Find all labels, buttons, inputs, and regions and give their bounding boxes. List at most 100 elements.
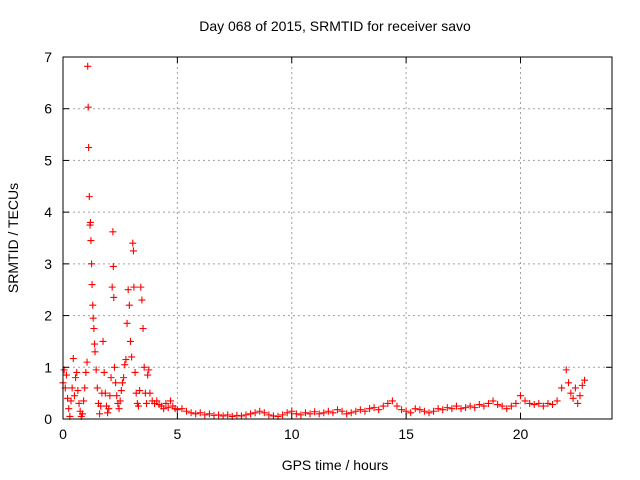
data-point bbox=[379, 402, 387, 410]
data-point bbox=[140, 363, 148, 371]
data-point bbox=[62, 371, 70, 379]
data-point bbox=[343, 410, 351, 418]
data-point bbox=[137, 283, 145, 291]
data-point bbox=[452, 402, 460, 410]
data-point bbox=[183, 407, 191, 415]
data-point bbox=[439, 406, 447, 414]
data-point bbox=[562, 366, 570, 374]
data-point bbox=[91, 340, 99, 348]
data-point bbox=[99, 337, 107, 345]
data-point bbox=[173, 406, 181, 414]
data-point bbox=[145, 366, 153, 374]
x-tick-label: 15 bbox=[398, 426, 414, 442]
data-point bbox=[297, 411, 305, 419]
data-point bbox=[196, 409, 204, 417]
data-point bbox=[237, 412, 245, 420]
data-point bbox=[301, 409, 309, 417]
y-tick-label: 0 bbox=[44, 411, 52, 427]
data-point bbox=[484, 399, 492, 407]
data-point bbox=[215, 411, 223, 419]
data-point bbox=[242, 411, 250, 419]
data-point bbox=[370, 404, 378, 412]
data-point bbox=[224, 411, 232, 419]
data-point bbox=[93, 384, 101, 392]
chart-title: Day 068 of 2015, SRMTID for receiver sav… bbox=[199, 18, 471, 34]
data-point bbox=[178, 405, 186, 413]
data-point bbox=[117, 387, 125, 395]
data-point bbox=[136, 387, 144, 395]
data-point bbox=[361, 407, 369, 415]
data-point bbox=[129, 247, 137, 255]
data-point bbox=[530, 401, 538, 409]
data-point bbox=[521, 397, 529, 405]
data-point bbox=[139, 325, 147, 332]
data-point bbox=[91, 348, 99, 356]
data-point bbox=[90, 325, 98, 332]
y-tick-label: 7 bbox=[44, 49, 52, 65]
data-point bbox=[315, 410, 323, 418]
data-point bbox=[110, 293, 118, 301]
data-point bbox=[571, 384, 579, 392]
x-tick-label: 0 bbox=[59, 426, 67, 442]
y-axis-label: SRMTID / TECUs bbox=[5, 183, 21, 293]
data-point bbox=[489, 397, 497, 405]
axis-ticks bbox=[62, 56, 612, 420]
data-point bbox=[112, 379, 120, 387]
data-point bbox=[334, 406, 341, 414]
data-point bbox=[411, 405, 419, 413]
data-point bbox=[475, 401, 483, 409]
data-point bbox=[70, 392, 78, 400]
data-point bbox=[105, 405, 113, 413]
data-point bbox=[130, 283, 138, 291]
data-point bbox=[65, 405, 73, 413]
data-point bbox=[126, 337, 134, 345]
data-point bbox=[416, 406, 424, 414]
data-point bbox=[122, 356, 130, 364]
data-point bbox=[338, 407, 346, 415]
data-point bbox=[471, 404, 479, 412]
y-tick-label: 6 bbox=[44, 101, 52, 117]
data-point bbox=[162, 399, 170, 407]
data-point bbox=[138, 296, 146, 304]
data-point bbox=[88, 281, 96, 289]
data-point bbox=[115, 405, 123, 413]
data-point bbox=[125, 301, 133, 309]
data-point bbox=[129, 239, 137, 247]
data-point bbox=[88, 260, 96, 268]
data-point bbox=[407, 409, 415, 417]
data-point bbox=[260, 409, 268, 417]
data-point bbox=[251, 409, 259, 417]
data-point bbox=[347, 409, 355, 417]
data-point bbox=[384, 399, 392, 407]
data-point bbox=[388, 397, 396, 405]
data-point bbox=[81, 384, 89, 392]
data-point bbox=[576, 392, 584, 400]
data-point bbox=[134, 402, 142, 410]
data-point bbox=[420, 407, 428, 415]
data-point bbox=[167, 397, 175, 405]
data-point bbox=[549, 401, 557, 409]
data-point bbox=[110, 363, 118, 371]
data-point bbox=[279, 411, 287, 419]
data-point bbox=[567, 389, 575, 397]
x-tick-label: 20 bbox=[513, 426, 529, 442]
data-point bbox=[75, 399, 83, 407]
data-point bbox=[116, 397, 124, 405]
data-point bbox=[352, 407, 360, 415]
x-axis-label: GPS time / hours bbox=[282, 457, 389, 473]
data-point bbox=[74, 387, 82, 395]
x-tick-label: 10 bbox=[284, 426, 300, 442]
data-point bbox=[153, 397, 161, 405]
data-point bbox=[498, 402, 506, 410]
data-point bbox=[574, 399, 582, 407]
data-point bbox=[558, 384, 566, 392]
data-point bbox=[85, 193, 93, 201]
data-point bbox=[109, 262, 117, 270]
data-point bbox=[104, 409, 112, 417]
data-point bbox=[311, 408, 319, 416]
data-point bbox=[144, 371, 152, 379]
data-point bbox=[356, 406, 364, 414]
data-point bbox=[494, 401, 502, 409]
data-point bbox=[247, 410, 255, 418]
